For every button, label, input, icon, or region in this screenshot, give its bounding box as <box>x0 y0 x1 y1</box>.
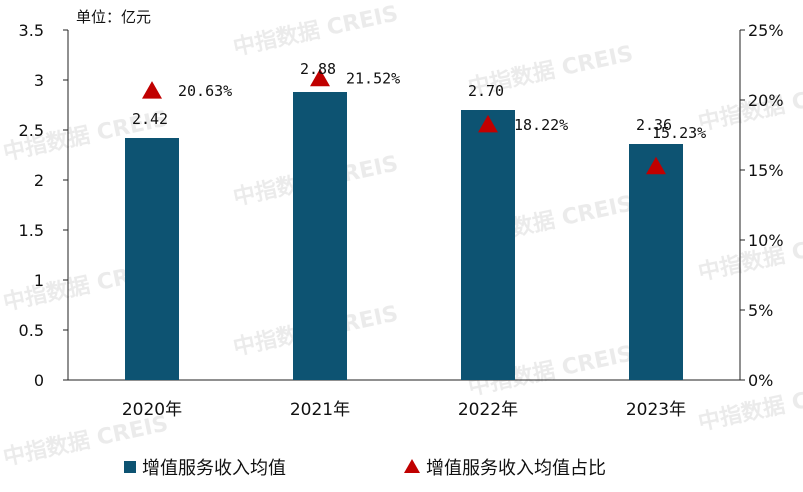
legend: 增值服务收入均值 增值服务收入均值占比 <box>124 458 606 479</box>
right-tick-label: 0% <box>748 371 773 390</box>
bar-series <box>125 92 683 380</box>
left-tick-label: 3 <box>34 71 44 90</box>
legend-swatch-triangle <box>404 459 420 473</box>
legend-label-triangle: 增值服务收入均值占比 <box>426 458 606 479</box>
ratio-value-label: 18.22% <box>514 116 568 134</box>
left-tick-label: 1.5 <box>19 221 44 240</box>
x-category-label: 2023年 <box>626 400 686 420</box>
ratio-value-label: 20.63% <box>178 82 232 100</box>
left-tick-label: 2 <box>34 171 44 190</box>
legend-swatch-bar <box>124 461 136 473</box>
x-category-label: 2021年 <box>290 400 350 420</box>
bar-value-label: 2.88 <box>300 60 336 78</box>
bar <box>125 138 179 380</box>
bar-value-label: 2.42 <box>132 110 168 128</box>
triangle-marker <box>646 156 666 175</box>
triangle-series <box>142 68 666 175</box>
bar-value-label: 2.70 <box>468 82 504 100</box>
left-tick-label: 1 <box>34 271 44 290</box>
triangle-marker <box>310 68 330 87</box>
bar-value-label: 2.36 <box>636 116 672 134</box>
right-tick-label: 25% <box>748 21 784 40</box>
triangle-marker <box>478 114 498 133</box>
right-tick-label: 20% <box>748 91 784 110</box>
watermark-text: 中指数据 CREIS <box>231 1 401 61</box>
data-labels: 2.42 2.88 2.70 2.36 20.63% 21.52% 18.22% 15.23% <box>132 60 706 142</box>
triangle-marker <box>142 81 162 99</box>
right-tick-label: 10% <box>748 231 784 250</box>
right-tick-label: 15% <box>748 161 784 180</box>
left-tick-label: 0.5 <box>19 321 44 340</box>
right-tick-label: 5% <box>748 301 773 320</box>
left-tick-label: 0 <box>34 371 44 390</box>
bar <box>461 110 515 380</box>
x-category-label: 2022年 <box>458 400 518 420</box>
bar <box>629 144 683 380</box>
unit-label: 单位：亿元 <box>76 8 151 26</box>
bar <box>293 92 347 380</box>
x-axis-categories: 2020年 2021年 2022年 2023年 <box>122 400 686 420</box>
left-axis-ticks: 0 0.5 1 1.5 2 2.5 3 3.5 <box>19 21 68 390</box>
ratio-value-label: 21.52% <box>346 70 400 88</box>
left-tick-label: 3.5 <box>19 21 44 40</box>
x-category-label: 2020年 <box>122 400 182 420</box>
left-tick-label: 2.5 <box>19 121 44 140</box>
right-axis-ticks: 0% 5% 10% 15% 20% 25% <box>740 21 784 390</box>
legend-label-bar: 增值服务收入均值 <box>142 458 286 479</box>
ratio-value-label: 15.23% <box>652 124 706 142</box>
